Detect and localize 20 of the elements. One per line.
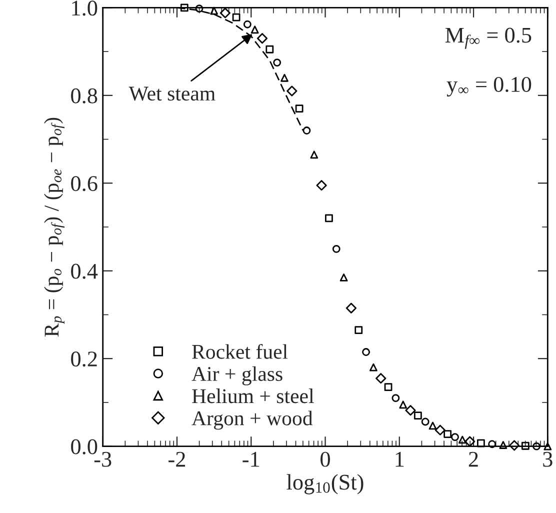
x-tick-label: -1 bbox=[242, 452, 260, 467]
y-tick-label: 0.4 bbox=[71, 264, 98, 279]
x-tick-label: -2 bbox=[168, 452, 186, 467]
annotation: M$_{f∞}$ = 0.5 bbox=[445, 28, 532, 49]
text: R$_{p}$ = (p$_{o}$ − p$_{of}$) / (p$_{oe}$ − p$_{of}$) bbox=[44, 118, 64, 337]
legend-label: Air + glass bbox=[192, 366, 282, 386]
y-tick-label: 1.0 bbox=[72, 0, 98, 16]
x-tick-label: 3 bbox=[543, 452, 552, 467]
legend-label: Rocket fuel bbox=[192, 344, 288, 359]
x-tick-label: 1 bbox=[396, 452, 404, 467]
legend-label: Argon + wood bbox=[192, 410, 313, 430]
y-tick-label: 0.8 bbox=[71, 88, 98, 104]
x-tick-label: 0 bbox=[320, 452, 330, 467]
x-axis-title: log$_{10}$(St) bbox=[286, 474, 364, 494]
y-tick-label: 0.6 bbox=[71, 176, 98, 192]
annotation: Wet steam bbox=[128, 86, 216, 101]
x-tick-label: 2 bbox=[468, 452, 478, 467]
legend-label: Helium + steel bbox=[192, 388, 314, 404]
y-tick-label: 0.2 bbox=[71, 352, 97, 367]
annotation: y$_{∞}$ = 0.10 bbox=[446, 76, 532, 97]
